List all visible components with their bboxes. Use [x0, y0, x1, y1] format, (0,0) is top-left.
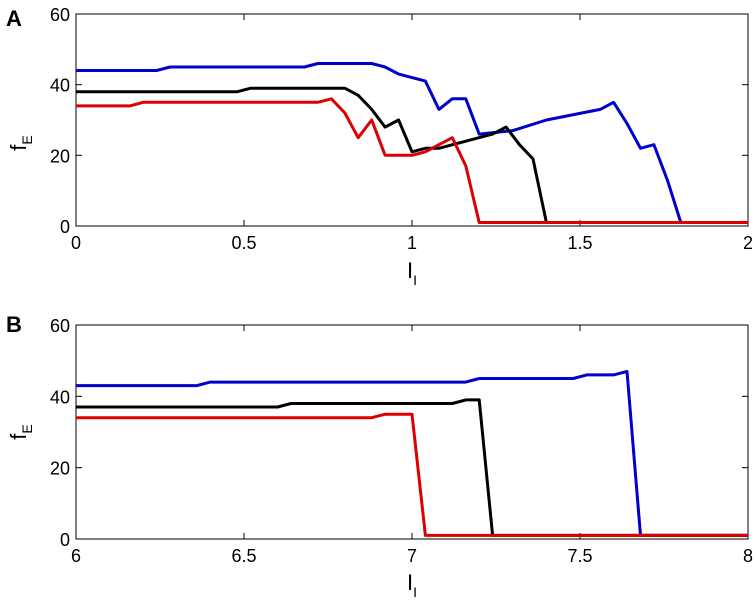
x-tick-label: 0: [71, 233, 81, 253]
y-axis-label-main: f: [6, 144, 31, 151]
x-tick-label: 7.5: [567, 546, 592, 566]
x-tick-label: 0.5: [231, 233, 256, 253]
x-axis-label-sub: I: [413, 584, 417, 600]
y-axis-label-main: f: [6, 433, 31, 440]
series-lines: [76, 62, 748, 224]
plot-frame: [75, 13, 749, 227]
y-axis-label-sub: E: [19, 424, 35, 433]
series-line-3: [76, 412, 748, 537]
series-line-2: [76, 398, 748, 537]
x-tick-label: 1.5: [567, 233, 592, 253]
y-axis-label-sub: E: [19, 135, 35, 144]
svg-text:fE: fE: [6, 424, 35, 439]
y-tick-label: 60: [50, 5, 70, 25]
axis-ticks: 6 6.5 7 7.5 8 0 20 40 60: [50, 316, 753, 566]
series-line-3: [76, 97, 748, 224]
panel-label: A: [6, 6, 22, 31]
y-axis-label: fE: [6, 135, 35, 150]
svg-text:II: II: [407, 570, 417, 600]
series-lines: [76, 369, 748, 537]
x-tick-label: 8: [743, 546, 753, 566]
y-tick-label: 40: [50, 76, 70, 96]
plot-frame: [75, 324, 749, 540]
x-axis-label: II: [407, 258, 417, 288]
y-tick-label: 60: [50, 316, 70, 336]
x-tick-label: 6.5: [231, 546, 256, 566]
y-tick-label: 0: [60, 530, 70, 550]
series-line-1: [76, 369, 748, 537]
y-axis-label: fE: [6, 424, 35, 439]
y-tick-label: 0: [60, 217, 70, 237]
x-tick-label: 1: [407, 233, 417, 253]
x-axis-label-main: I: [407, 570, 413, 595]
y-tick-label: 20: [50, 146, 70, 166]
x-tick-label: 6: [71, 546, 81, 566]
y-tick-label: 20: [50, 459, 70, 479]
series-line-1: [76, 62, 748, 224]
series-line-2: [76, 86, 748, 224]
x-axis-label: II: [407, 570, 417, 600]
x-axis-label-sub: I: [413, 272, 417, 288]
svg-text:II: II: [407, 258, 417, 288]
panel-b: B 6 6.5 7 7.5 8 0 20 40 60 fE II: [6, 312, 753, 600]
panel-label: B: [6, 312, 22, 337]
svg-text:fE: fE: [6, 135, 35, 150]
x-axis-label-main: I: [407, 258, 413, 283]
x-tick-label: 2: [743, 233, 753, 253]
x-tick-label: 7: [407, 546, 417, 566]
y-tick-label: 40: [50, 387, 70, 407]
